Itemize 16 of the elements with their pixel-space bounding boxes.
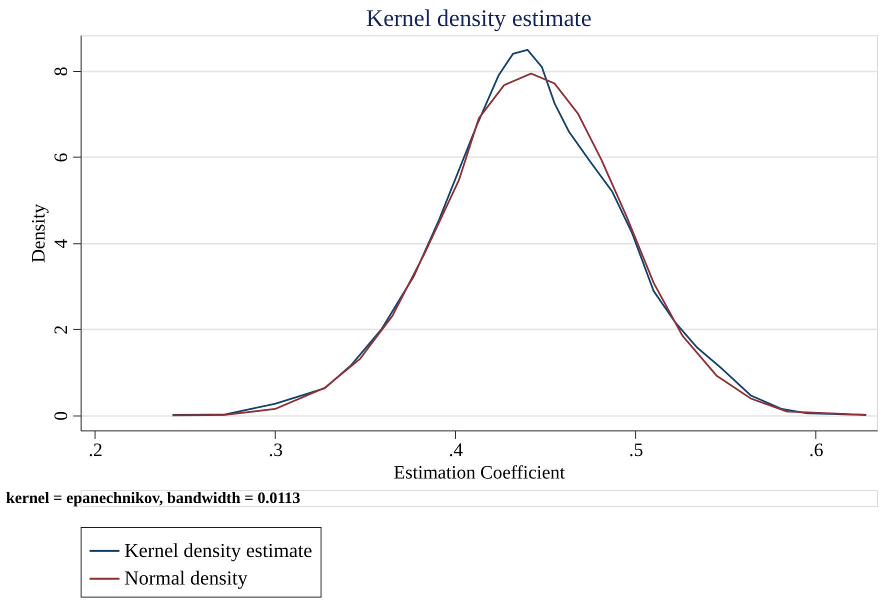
legend-label: Normal density <box>124 568 248 590</box>
x-tick-label: .6 <box>809 440 824 461</box>
x-tick-label: .5 <box>628 440 644 461</box>
x-tick-label: .4 <box>448 440 464 461</box>
y-tick-label: 0 <box>51 411 72 421</box>
legend-label: Kernel density estimate <box>124 540 312 562</box>
x-tick-label: .2 <box>88 440 103 461</box>
y-tick-label: 8 <box>51 66 72 76</box>
x-axis-title: Estimation Coefficient <box>394 462 566 484</box>
y-axis-title: Density <box>28 203 50 263</box>
text: kernel = epanechnikov, bandwidth = 0.0113 <box>6 490 300 508</box>
y-tick-label: 2 <box>51 325 72 334</box>
y-tick-label: 6 <box>51 152 72 162</box>
x-tick-label: .3 <box>268 440 283 461</box>
chart-title: Kernel density estimate <box>366 6 592 32</box>
y-tick-label: 4 <box>51 238 72 248</box>
